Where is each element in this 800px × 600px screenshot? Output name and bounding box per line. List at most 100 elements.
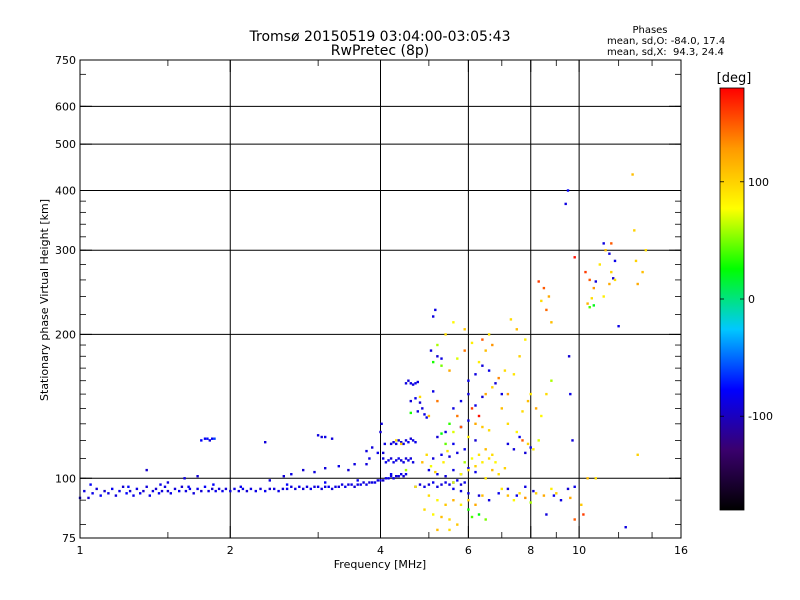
data-point xyxy=(353,463,356,466)
data-point xyxy=(491,386,494,389)
data-point xyxy=(497,473,500,476)
data-point xyxy=(423,508,426,511)
data-point xyxy=(573,518,576,521)
x-tick-label: 1 xyxy=(77,544,84,557)
data-point xyxy=(418,401,422,404)
data-point xyxy=(429,349,433,352)
data-point xyxy=(512,448,516,451)
axis-ticks: 75 100 200 300 400 500 600 750 1 2 4 6 8 10 16 xyxy=(55,54,688,557)
data-point xyxy=(206,437,209,440)
data-point xyxy=(387,459,390,462)
data-point xyxy=(229,489,232,493)
data-point xyxy=(452,407,455,410)
data-point xyxy=(320,435,323,439)
data-point xyxy=(316,434,320,437)
data-point xyxy=(125,492,128,495)
data-point xyxy=(463,481,466,484)
data-point xyxy=(436,435,439,439)
data-point xyxy=(592,304,595,307)
data-point xyxy=(463,448,466,451)
data-point xyxy=(470,341,474,345)
data-point xyxy=(470,515,474,519)
colorbar-tick-label: -100 xyxy=(748,410,773,423)
data-point xyxy=(474,422,477,425)
data-point xyxy=(532,489,535,493)
data-point xyxy=(425,453,428,456)
data-point xyxy=(324,485,327,488)
data-point xyxy=(313,470,316,474)
data-point xyxy=(547,295,551,298)
data-point xyxy=(436,485,439,488)
data-point xyxy=(487,333,491,336)
data-point xyxy=(534,407,538,410)
data-point xyxy=(474,503,477,506)
data-point xyxy=(427,468,431,472)
data-point xyxy=(484,448,487,451)
data-point xyxy=(542,286,546,290)
data-point xyxy=(518,492,521,495)
data-point xyxy=(392,461,395,464)
data-point xyxy=(337,465,340,468)
data-point xyxy=(365,483,368,486)
data-point xyxy=(500,392,503,396)
chart-title: Tromsø 20150519 03:04:00-03:05:43 xyxy=(249,29,511,45)
data-point xyxy=(429,465,433,468)
data-point xyxy=(459,473,463,476)
data-point xyxy=(414,382,417,385)
data-point xyxy=(356,483,359,486)
data-point xyxy=(200,439,203,442)
data-point xyxy=(196,487,199,491)
data-point xyxy=(111,487,114,491)
data-point xyxy=(211,437,214,440)
data-point xyxy=(613,259,617,263)
data-point xyxy=(515,494,518,497)
data-point xyxy=(602,242,605,245)
data-point xyxy=(356,479,359,482)
data-point xyxy=(571,439,574,442)
data-point xyxy=(467,467,470,470)
data-point xyxy=(383,442,386,446)
data-point xyxy=(573,485,576,488)
data-point xyxy=(580,503,583,506)
data-point xyxy=(448,528,451,532)
data-point xyxy=(545,308,548,312)
data-point xyxy=(145,485,148,488)
data-point xyxy=(264,489,267,493)
data-point xyxy=(610,242,613,245)
data-point xyxy=(537,439,540,442)
colorbar-tick-label: 0 xyxy=(748,293,755,306)
data-point xyxy=(397,475,400,478)
data-point xyxy=(337,485,340,488)
data-point xyxy=(448,422,451,425)
y-tick-label: 200 xyxy=(55,328,76,341)
data-point xyxy=(402,442,405,446)
data-point xyxy=(418,483,422,486)
data-point xyxy=(452,487,455,491)
data-point xyxy=(524,338,527,341)
data-point xyxy=(389,442,393,446)
data-point xyxy=(324,481,327,484)
data-point xyxy=(427,494,431,497)
plot-frame xyxy=(79,59,682,539)
data-point xyxy=(416,410,419,413)
data-point xyxy=(467,435,470,439)
data-point xyxy=(427,414,431,418)
data-point xyxy=(392,441,395,444)
data-point xyxy=(208,439,211,442)
data-point xyxy=(641,270,644,274)
data-point xyxy=(324,467,327,470)
data-point xyxy=(459,425,463,429)
data-point xyxy=(421,407,424,410)
data-point xyxy=(545,513,548,516)
data-point xyxy=(397,439,400,442)
data-point xyxy=(95,487,98,491)
data-point xyxy=(404,473,408,476)
data-point xyxy=(142,489,145,493)
data-point xyxy=(324,435,327,439)
data-point xyxy=(148,494,151,497)
data-point xyxy=(452,442,455,446)
data-point xyxy=(411,439,415,442)
data-point xyxy=(509,318,513,321)
data-point xyxy=(397,457,400,460)
data-point xyxy=(282,475,285,478)
